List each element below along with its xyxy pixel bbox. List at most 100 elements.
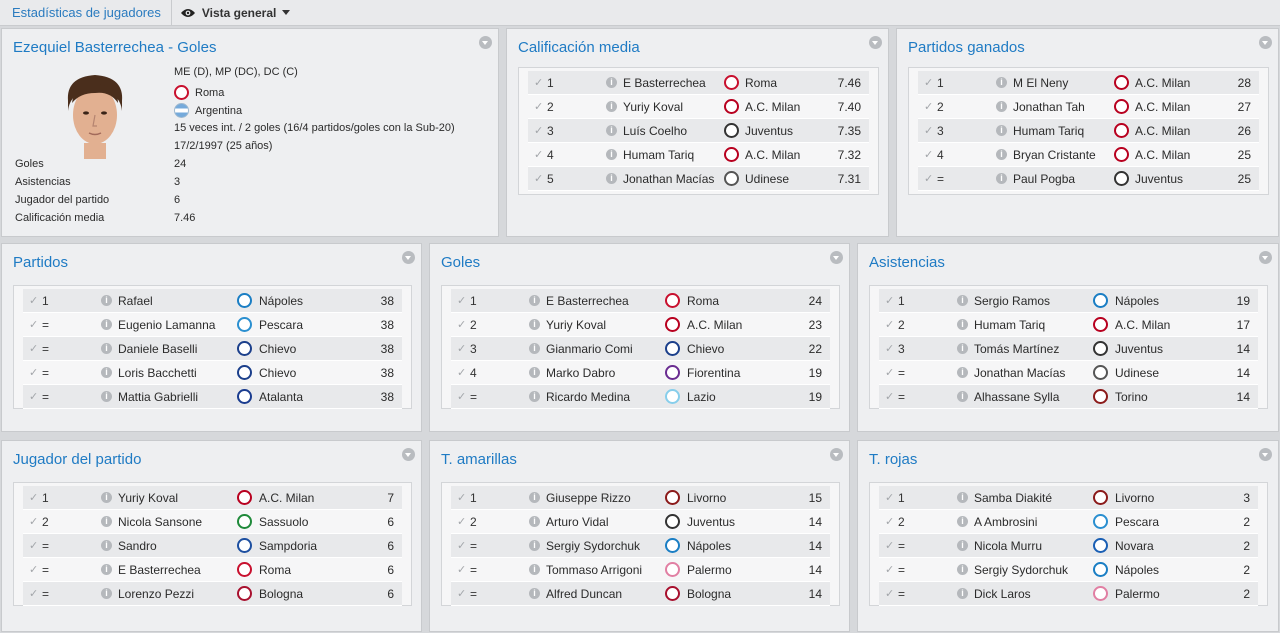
player-name[interactable]: Lorenzo Pezzi [118,586,195,601]
club-name[interactable]: A.C. Milan [745,99,801,114]
check-icon[interactable]: ✓ [29,366,39,379]
club-name[interactable]: A.C. Milan [1135,123,1191,138]
info-icon[interactable]: i [529,295,540,306]
club-name[interactable]: Chievo [259,341,297,356]
check-icon[interactable]: ✓ [457,318,467,331]
info-icon[interactable]: i [101,319,112,330]
info-icon[interactable]: i [101,295,112,306]
list-item[interactable]: ✓ = i Loris Bacchetti Chievo 38 [23,361,402,385]
check-icon[interactable]: ✓ [885,294,895,307]
club-name[interactable]: Atalanta [259,389,304,404]
check-icon[interactable]: ✓ [885,366,895,379]
info-icon[interactable]: i [606,149,617,160]
club-name[interactable]: Torino [1115,389,1148,404]
check-icon[interactable]: ✓ [29,318,39,331]
list-item[interactable]: ✓ 2 i Nicola Sansone Sassuolo 6 [23,510,402,534]
list-item[interactable]: ✓ = i Daniele Baselli Chievo 38 [23,337,402,361]
player-name[interactable]: Loris Bacchetti [118,365,197,380]
check-icon[interactable]: ✓ [885,491,895,504]
club-name[interactable]: Chievo [687,341,725,356]
info-icon[interactable]: i [957,540,968,551]
info-icon[interactable]: i [529,391,540,402]
player-name[interactable]: Eugenio Lamanna [118,317,216,332]
club-name[interactable]: Nápoles [1115,562,1160,577]
player-name[interactable]: Nicola Murru [974,538,1043,553]
club-name[interactable]: A.C. Milan [1135,99,1191,114]
breadcrumb[interactable]: Estadísticas de jugadores [0,0,172,26]
list-item[interactable]: ✓ = i Ricardo Medina Lazio 19 [451,385,830,409]
check-icon[interactable]: ✓ [534,148,544,161]
info-icon[interactable]: i [996,77,1007,88]
list-item[interactable]: ✓ 4 i Marko Dabro Fiorentina 19 [451,361,830,385]
list-item[interactable]: ✓ 2 i Yuriy Koval A.C. Milan 7.40 [528,95,869,119]
player-name[interactable]: Sandro [118,538,157,553]
club-name[interactable]: Pescara [1115,514,1160,529]
list-item[interactable]: ✓ 1 i Sergio Ramos Nápoles 19 [879,289,1258,313]
list-item[interactable]: ✓ = i Dick Laros Palermo 2 [879,582,1258,606]
player-name[interactable]: Humam Tariq [974,317,1046,332]
list-item[interactable]: ✓ 1 i Giuseppe Rizzo Livorno 15 [451,486,830,510]
info-icon[interactable]: i [957,391,968,402]
player-name[interactable]: Marko Dabro [546,365,616,380]
info-icon[interactable]: i [101,492,112,503]
list-item[interactable]: ✓ = i Lorenzo Pezzi Bologna 6 [23,582,402,606]
info-icon[interactable]: i [606,101,617,112]
panel-menu-button[interactable] [402,251,415,264]
player-name[interactable]: Humam Tariq [1013,123,1085,138]
club-name[interactable]: Palermo [1115,586,1160,601]
check-icon[interactable]: ✓ [457,390,467,403]
player-name[interactable]: Jonathan Tah [1013,99,1085,114]
check-icon[interactable]: ✓ [885,342,895,355]
info-icon[interactable]: i [101,516,112,527]
list-item[interactable]: ✓ 2 i Humam Tariq A.C. Milan 17 [879,313,1258,337]
player-name[interactable]: Mattia Gabrielli [118,389,199,404]
check-icon[interactable]: ✓ [534,76,544,89]
list-item[interactable]: ✓ 1 i Rafael Nápoles 38 [23,289,402,313]
club-name[interactable]: Bologna [259,586,304,601]
check-icon[interactable]: ✓ [457,539,467,552]
list-item[interactable]: ✓ 2 i Jonathan Tah A.C. Milan 27 [918,95,1259,119]
club-name[interactable]: Roma [259,562,292,577]
list-item[interactable]: ✓ 1 i E Basterrechea Roma 7.46 [528,71,869,95]
club-name[interactable]: Nápoles [259,293,304,308]
info-icon[interactable]: i [529,367,540,378]
list-item[interactable]: ✓ = i Eugenio Lamanna Pescara 38 [23,313,402,337]
player-name[interactable]: Bryan Cristante [1013,147,1096,162]
player-name[interactable]: Sergiy Sydorchuk [974,562,1069,577]
club-name[interactable]: Sassuolo [259,514,309,529]
info-icon[interactable]: i [957,295,968,306]
club-name[interactable]: Pescara [259,317,304,332]
check-icon[interactable]: ✓ [29,342,39,355]
list-item[interactable]: ✓ = i Sergiy Sydorchuk Nápoles 2 [879,558,1258,582]
club-name[interactable]: Juventus [687,514,736,529]
check-icon[interactable]: ✓ [924,124,934,137]
info-icon[interactable]: i [101,540,112,551]
club-name[interactable]: Bologna [687,586,732,601]
player-name[interactable]: Sergio Ramos [974,293,1051,308]
check-icon[interactable]: ✓ [885,515,895,528]
info-icon[interactable]: i [996,173,1007,184]
info-icon[interactable]: i [529,588,540,599]
club-name[interactable]: Livorno [687,490,727,505]
info-icon[interactable]: i [101,588,112,599]
list-item[interactable]: ✓ 1 i M El Neny A.C. Milan 28 [918,71,1259,95]
club-name[interactable]: Lazio [687,389,716,404]
list-item[interactable]: ✓ = i E Basterrechea Roma 6 [23,558,402,582]
check-icon[interactable]: ✓ [457,491,467,504]
info-icon[interactable]: i [957,319,968,330]
info-icon[interactable]: i [996,149,1007,160]
player-name[interactable]: Alhassane Sylla [974,389,1060,404]
list-item[interactable]: ✓ 1 i Samba Diakité Livorno 3 [879,486,1258,510]
nation-line[interactable]: Argentina [174,103,242,118]
player-name[interactable]: Sergiy Sydorchuk [546,538,641,553]
info-icon[interactable]: i [996,125,1007,136]
player-name[interactable]: E Basterrechea [623,75,706,90]
player-name[interactable]: Tomás Martínez [974,341,1060,356]
info-icon[interactable]: i [606,173,617,184]
check-icon[interactable]: ✓ [457,294,467,307]
player-name[interactable]: Luís Coelho [623,123,688,138]
info-icon[interactable]: i [957,343,968,354]
player-name[interactable]: Daniele Baselli [118,341,198,356]
list-item[interactable]: ✓ = i Nicola Murru Novara 2 [879,534,1258,558]
club-name[interactable]: Juventus [1135,171,1184,186]
